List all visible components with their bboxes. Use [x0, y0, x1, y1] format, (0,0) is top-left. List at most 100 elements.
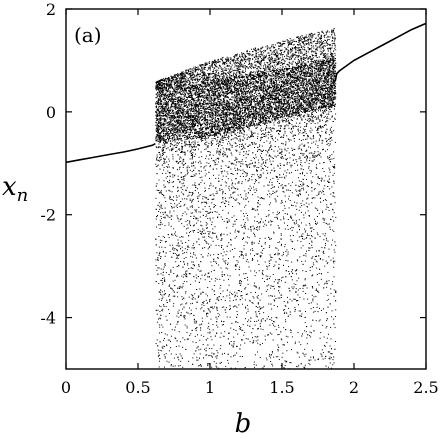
chaotic-point: [284, 246, 286, 248]
chaotic-point: [269, 82, 271, 84]
chaotic-point: [238, 62, 240, 64]
chaotic-point: [197, 95, 198, 97]
chaotic-point: [324, 82, 326, 84]
chaotic-point: [299, 66, 301, 68]
chaotic-point: [179, 219, 181, 221]
chaotic-point: [315, 126, 316, 128]
chaotic-point: [326, 64, 328, 66]
chaotic-point: [261, 61, 262, 62]
chaotic-point: [316, 303, 318, 305]
chaotic-point: [267, 65, 269, 67]
chaotic-point: [329, 356, 331, 358]
chaotic-point: [202, 64, 204, 65]
chaotic-point: [212, 140, 214, 142]
chaotic-point: [292, 44, 294, 46]
chaotic-point: [236, 306, 238, 308]
chaotic-point: [224, 85, 226, 87]
chaotic-point: [203, 97, 205, 99]
chaotic-point: [249, 67, 251, 68]
chaotic-point: [288, 198, 289, 200]
chaotic-point: [162, 131, 164, 133]
chaotic-point: [215, 128, 217, 130]
chaotic-point: [250, 78, 252, 80]
chaotic-point: [177, 178, 179, 180]
chaotic-point: [195, 135, 196, 137]
chaotic-point: [219, 80, 221, 82]
chaotic-point: [333, 318, 335, 320]
chaotic-point: [259, 107, 261, 109]
chaotic-point: [334, 37, 336, 39]
chaotic-point: [278, 114, 280, 115]
chaotic-point: [232, 127, 234, 129]
chaotic-point: [303, 135, 304, 137]
chaotic-point: [271, 87, 273, 88]
chaotic-point: [159, 326, 161, 328]
chaotic-point: [327, 43, 329, 44]
chaotic-point: [200, 96, 202, 97]
chaotic-point: [260, 119, 262, 121]
chaotic-point: [283, 164, 285, 166]
chaotic-point: [279, 163, 281, 165]
chaotic-point: [171, 103, 172, 105]
chaotic-point: [217, 352, 219, 354]
chaotic-point: [298, 180, 300, 182]
chaotic-point: [324, 39, 326, 41]
chaotic-point: [184, 86, 186, 88]
chaotic-point: [193, 145, 195, 147]
chaotic-point: [170, 353, 172, 355]
chaotic-point: [307, 118, 309, 120]
chaotic-point: [264, 93, 265, 95]
chaotic-point: [206, 93, 208, 95]
chaotic-point: [225, 148, 227, 150]
chaotic-point: [274, 81, 275, 83]
chaotic-point: [300, 211, 302, 213]
chaotic-point: [258, 176, 260, 178]
chaotic-point: [195, 125, 197, 127]
chaotic-point: [158, 151, 160, 153]
chaotic-point: [265, 50, 267, 51]
chaotic-point: [267, 134, 269, 136]
chaotic-point: [292, 81, 294, 83]
chaotic-point: [157, 83, 159, 85]
chaotic-point: [227, 173, 229, 175]
chaotic-point: [203, 77, 205, 79]
chaotic-point: [299, 71, 301, 73]
chaotic-point: [203, 108, 205, 110]
chaotic-point: [326, 206, 328, 208]
chaotic-point: [314, 70, 316, 72]
chaotic-point: [292, 65, 294, 67]
chaotic-point: [236, 236, 238, 238]
chaotic-point: [335, 67, 337, 69]
chaotic-point: [205, 354, 207, 356]
chaotic-point: [211, 157, 212, 159]
chaotic-point: [195, 122, 197, 124]
chaotic-point: [166, 108, 168, 110]
chaotic-point: [247, 97, 249, 99]
chaotic-point: [295, 81, 297, 83]
chaotic-point: [222, 161, 224, 163]
chaotic-point: [177, 186, 179, 188]
chaotic-point: [317, 90, 318, 91]
chaotic-point: [212, 90, 214, 92]
chaotic-point: [295, 83, 297, 85]
chaotic-point: [265, 88, 266, 90]
chaotic-point: [334, 260, 336, 262]
chaotic-point: [158, 136, 160, 138]
chaotic-point: [275, 105, 277, 107]
chaotic-point: [266, 85, 268, 87]
chaotic-point: [242, 129, 244, 131]
chaotic-point: [217, 73, 219, 75]
chaotic-point: [213, 361, 215, 363]
chaotic-point: [268, 74, 270, 76]
chaotic-point: [259, 73, 261, 75]
chaotic-point: [260, 218, 262, 220]
chaotic-point: [248, 119, 249, 121]
chaotic-point: [280, 233, 282, 235]
chaotic-point: [263, 55, 265, 57]
chaotic-point: [197, 80, 199, 82]
chaotic-point: [198, 90, 200, 92]
chaotic-point: [175, 88, 177, 90]
chaotic-point: [299, 74, 301, 76]
chaotic-point: [215, 81, 217, 83]
chaotic-point: [233, 130, 235, 131]
